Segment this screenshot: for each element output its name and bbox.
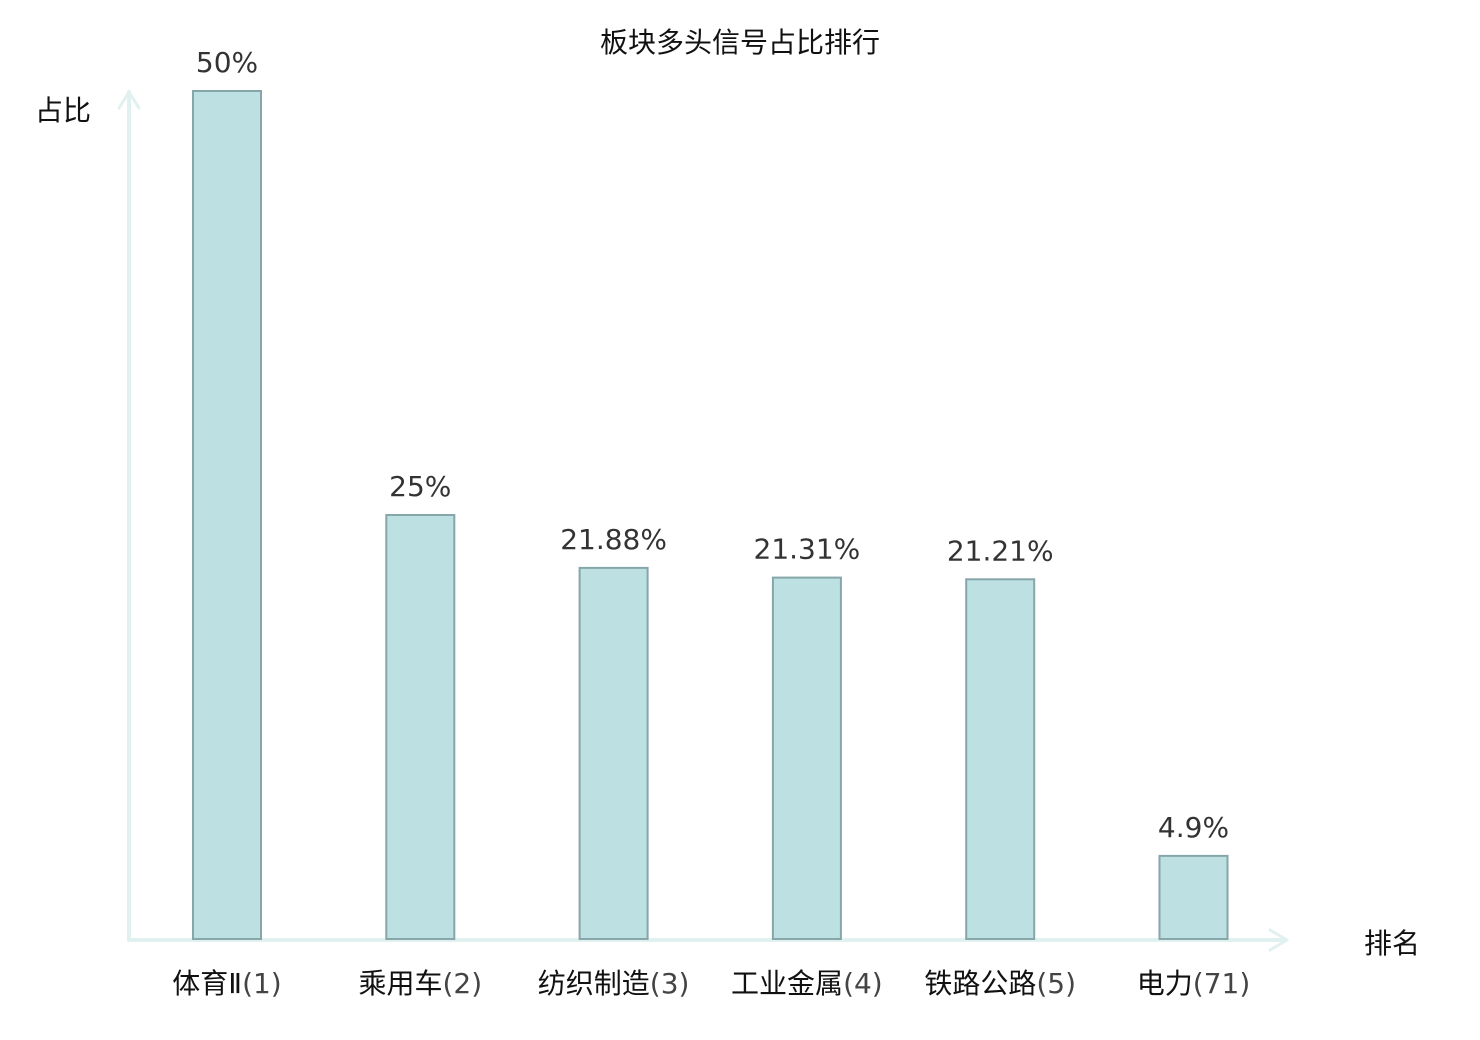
data-label: 21.88% [560, 523, 667, 556]
bar [192, 90, 262, 940]
x-tick-label: 铁路公路(5) [924, 967, 1076, 1000]
category-rank: (2) [442, 967, 482, 1000]
category-rank: (3) [650, 967, 690, 1000]
data-label: 25% [389, 470, 451, 503]
x-tick-label: 工业金属(4) [731, 967, 883, 1000]
bar [771, 576, 842, 940]
data-label: 50% [196, 46, 258, 79]
data-label: 4.9% [1158, 811, 1229, 844]
bar [965, 578, 1036, 940]
category-rank: (1) [242, 967, 282, 1000]
value-labels: 50% 25% 21.88% 21.31% 21.21% 4.9% [196, 46, 1229, 844]
x-tick-label: 电力(71) [1137, 967, 1251, 1000]
x-axis-label: 排名 [1364, 927, 1420, 960]
bars [192, 90, 1229, 941]
category-name: 电力 [1137, 967, 1193, 1000]
bar [1158, 854, 1229, 941]
data-label: 21.21% [947, 534, 1054, 567]
x-tick-label: 纺织制造(3) [538, 967, 690, 1000]
category-name: 铁路公路 [924, 967, 1036, 1000]
y-axis-label: 占比 [35, 94, 91, 127]
data-label: 21.31% [754, 533, 861, 566]
category-name: 纺织制造 [538, 967, 650, 1000]
x-tick-label: 乘用车(2) [358, 967, 482, 1000]
chart-title: 板块多头信号占比排行 [600, 26, 880, 59]
x-axis-arrowhead [1268, 928, 1289, 952]
category-rank: (5) [1036, 967, 1076, 1000]
x-tick-labels: 体育Ⅱ(1) 乘用车(2) 纺织制造(3) 工业金属(4) 铁路公路(5) 电力(71) [172, 967, 1250, 1000]
bar [385, 514, 456, 940]
bar [578, 566, 649, 941]
category-rank: (4) [843, 967, 883, 1000]
y-axis-arrowhead [117, 90, 141, 110]
category-name: 乘用车 [358, 967, 442, 1000]
axes [117, 90, 1289, 952]
category-name: 工业金属 [731, 967, 843, 1000]
x-tick-label: 体育Ⅱ(1) [172, 967, 281, 1000]
category-name: 体育Ⅱ [172, 967, 242, 1000]
category-rank: (71) [1193, 967, 1250, 1000]
